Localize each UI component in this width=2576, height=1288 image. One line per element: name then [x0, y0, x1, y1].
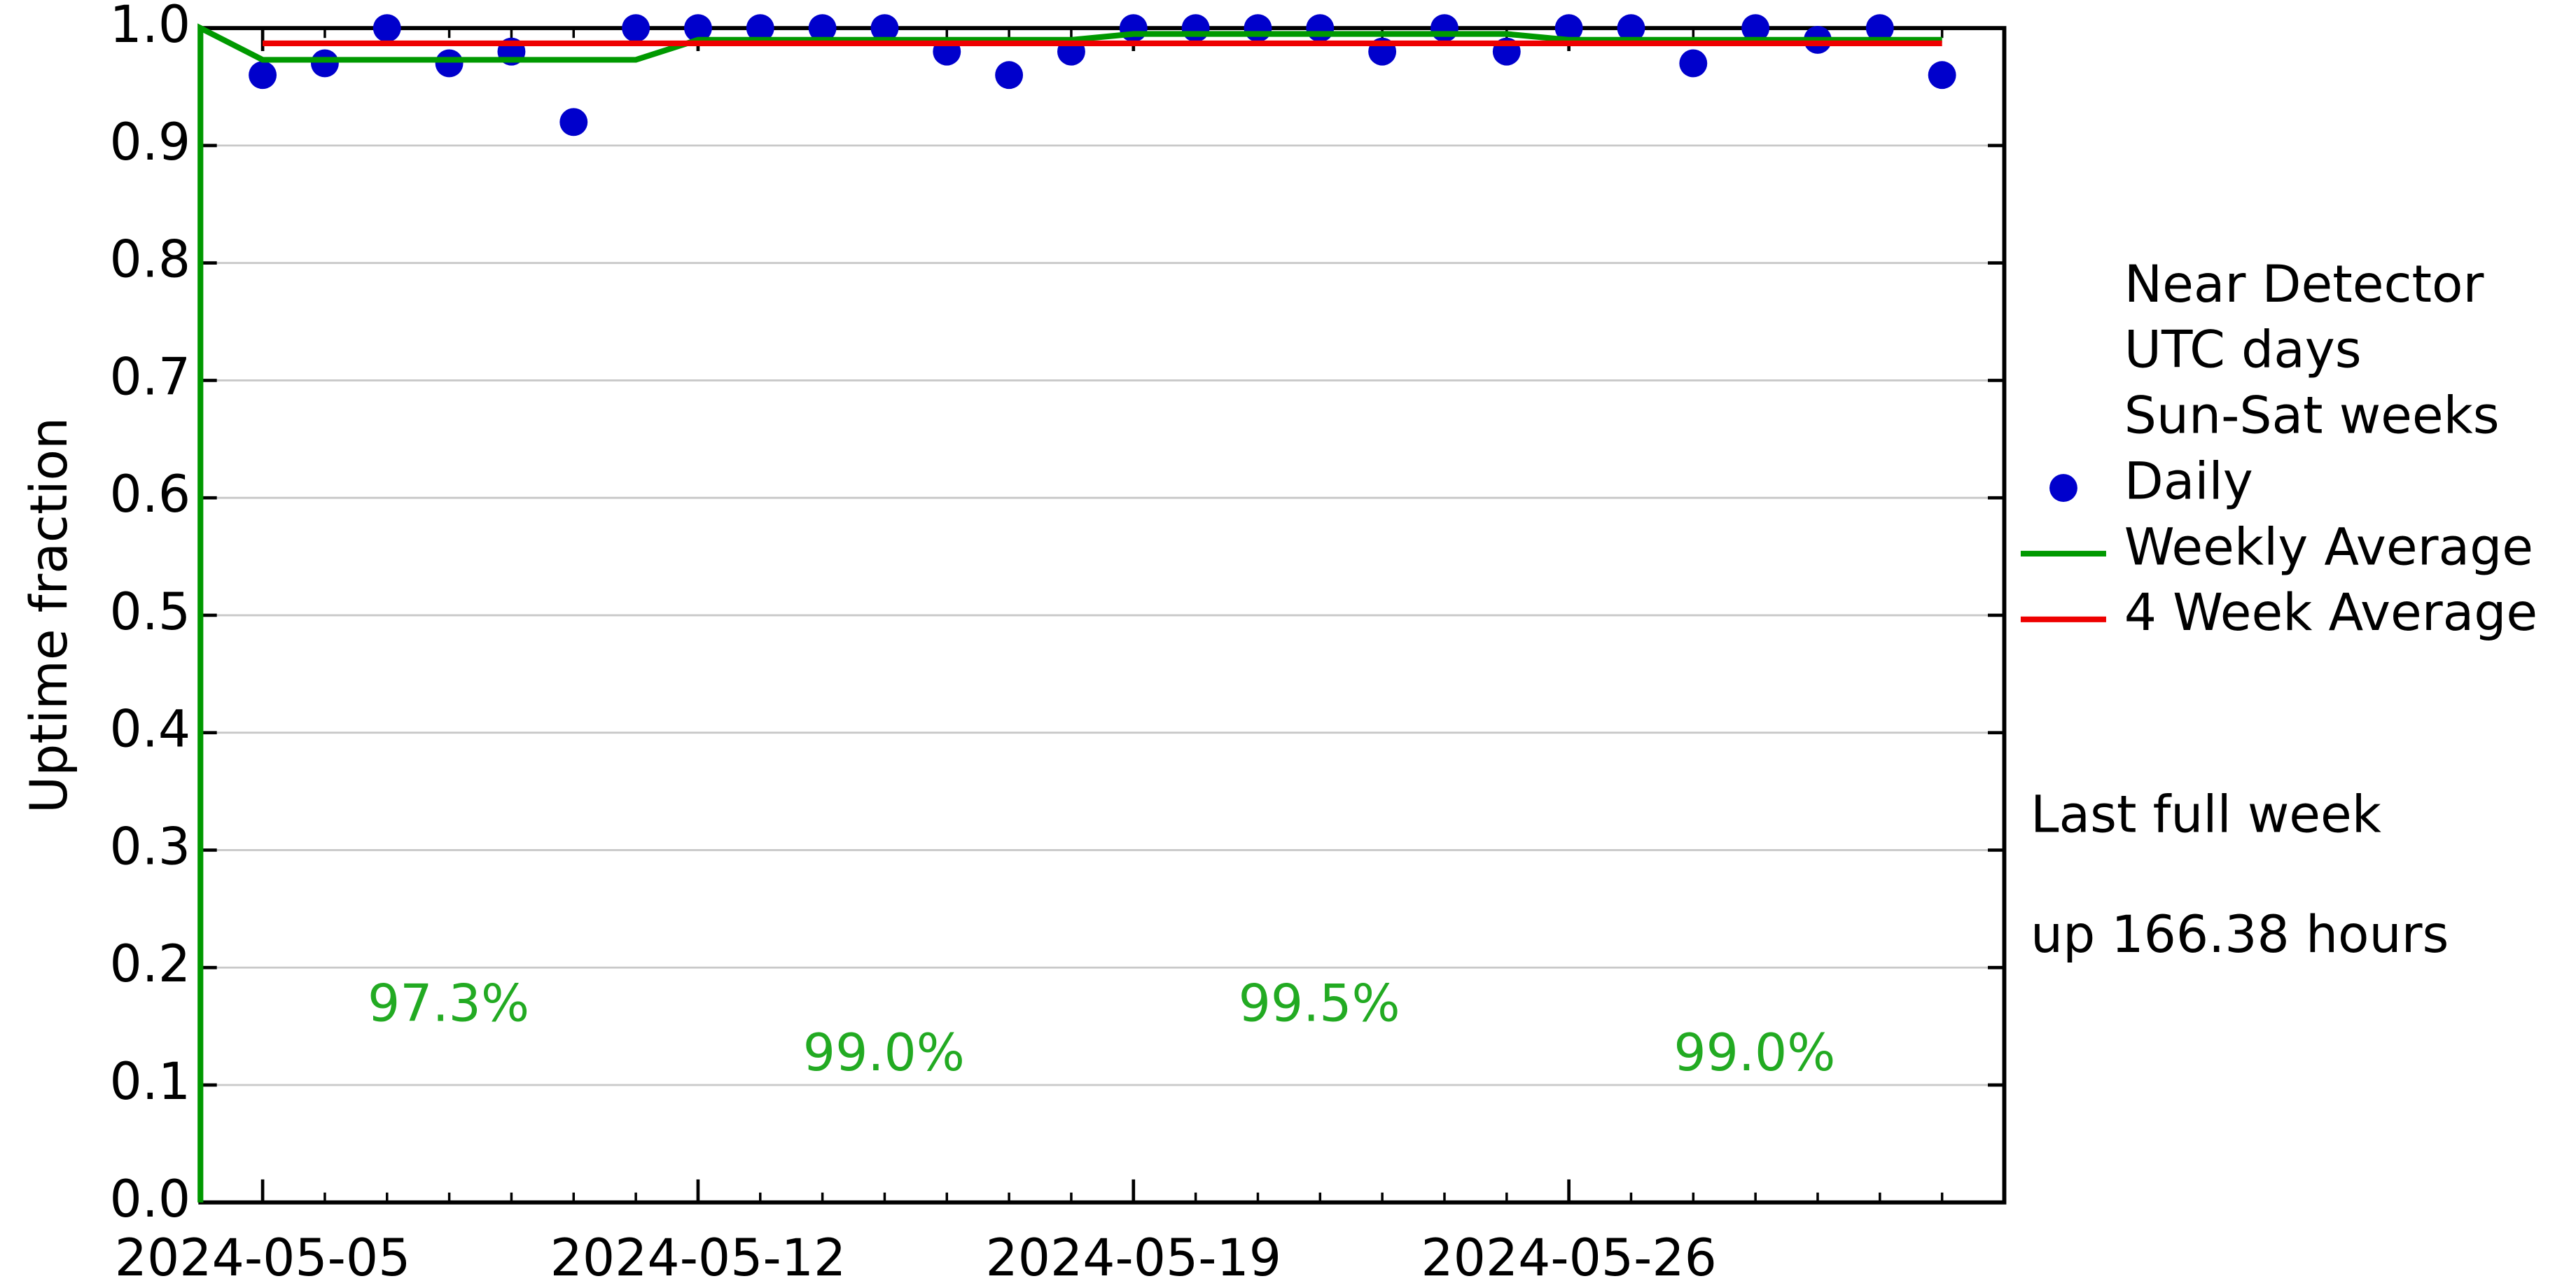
data-point [1928, 61, 1956, 90]
data-point [683, 14, 712, 43]
legend-header: UTC days [2124, 321, 2362, 380]
data-point [1430, 14, 1458, 43]
y-tick-label: 0.7 [110, 347, 191, 407]
data-point [746, 14, 774, 43]
y-tick-label: 0.4 [110, 700, 191, 760]
data-point [1119, 14, 1148, 43]
data-point [808, 14, 837, 43]
y-axis-label: Uptime fraction [20, 417, 79, 813]
legend-swatch [2049, 474, 2077, 503]
x-tick-label: 2024-05-26 [1421, 1228, 1717, 1288]
data-point [870, 14, 899, 43]
week-annotation: 99.0% [1673, 1023, 1835, 1083]
data-point [373, 14, 401, 43]
y-tick-label: 0.1 [110, 1052, 191, 1112]
y-tick-label: 0.2 [110, 934, 191, 994]
data-point [1554, 14, 1583, 43]
y-tick-label: 0.9 [110, 113, 191, 172]
data-point [995, 61, 1024, 90]
side-note: Last full week [2031, 785, 2381, 845]
legend-header: Near Detector [2124, 255, 2484, 314]
data-point [1679, 49, 1708, 78]
data-point [559, 108, 588, 136]
legend-label: Weekly Average [2124, 517, 2533, 577]
x-tick-label: 2024-05-05 [115, 1228, 411, 1288]
x-tick-label: 2024-05-19 [985, 1228, 1281, 1288]
data-point [1741, 14, 1770, 43]
y-tick-label: 1.0 [110, 0, 191, 55]
data-point [1306, 14, 1335, 43]
data-point [1865, 14, 1894, 43]
data-point [310, 49, 339, 78]
data-point [622, 14, 650, 43]
legend-label: 4 Week Average [2124, 583, 2537, 643]
data-point [435, 49, 464, 78]
side-note: up 166.38 hours [2031, 905, 2449, 965]
week-annotation: 97.3% [368, 974, 529, 1034]
y-tick-label: 0.8 [110, 230, 191, 290]
y-tick-label: 0.3 [110, 817, 191, 876]
data-point [1181, 14, 1210, 43]
y-tick-label: 0.6 [110, 465, 191, 524]
week-annotation: 99.0% [803, 1023, 965, 1083]
series-line [197, 23, 1942, 1203]
legend-header: Sun-Sat weeks [2124, 386, 2500, 446]
week-annotation: 99.5% [1239, 974, 1400, 1034]
legend-label: Daily [2124, 451, 2253, 511]
data-point [1617, 14, 1645, 43]
y-tick-label: 0.5 [110, 582, 191, 642]
x-tick-label: 2024-05-12 [550, 1228, 847, 1288]
data-point [1244, 14, 1272, 43]
data-point [249, 61, 277, 90]
y-tick-label: 0.0 [110, 1170, 191, 1229]
